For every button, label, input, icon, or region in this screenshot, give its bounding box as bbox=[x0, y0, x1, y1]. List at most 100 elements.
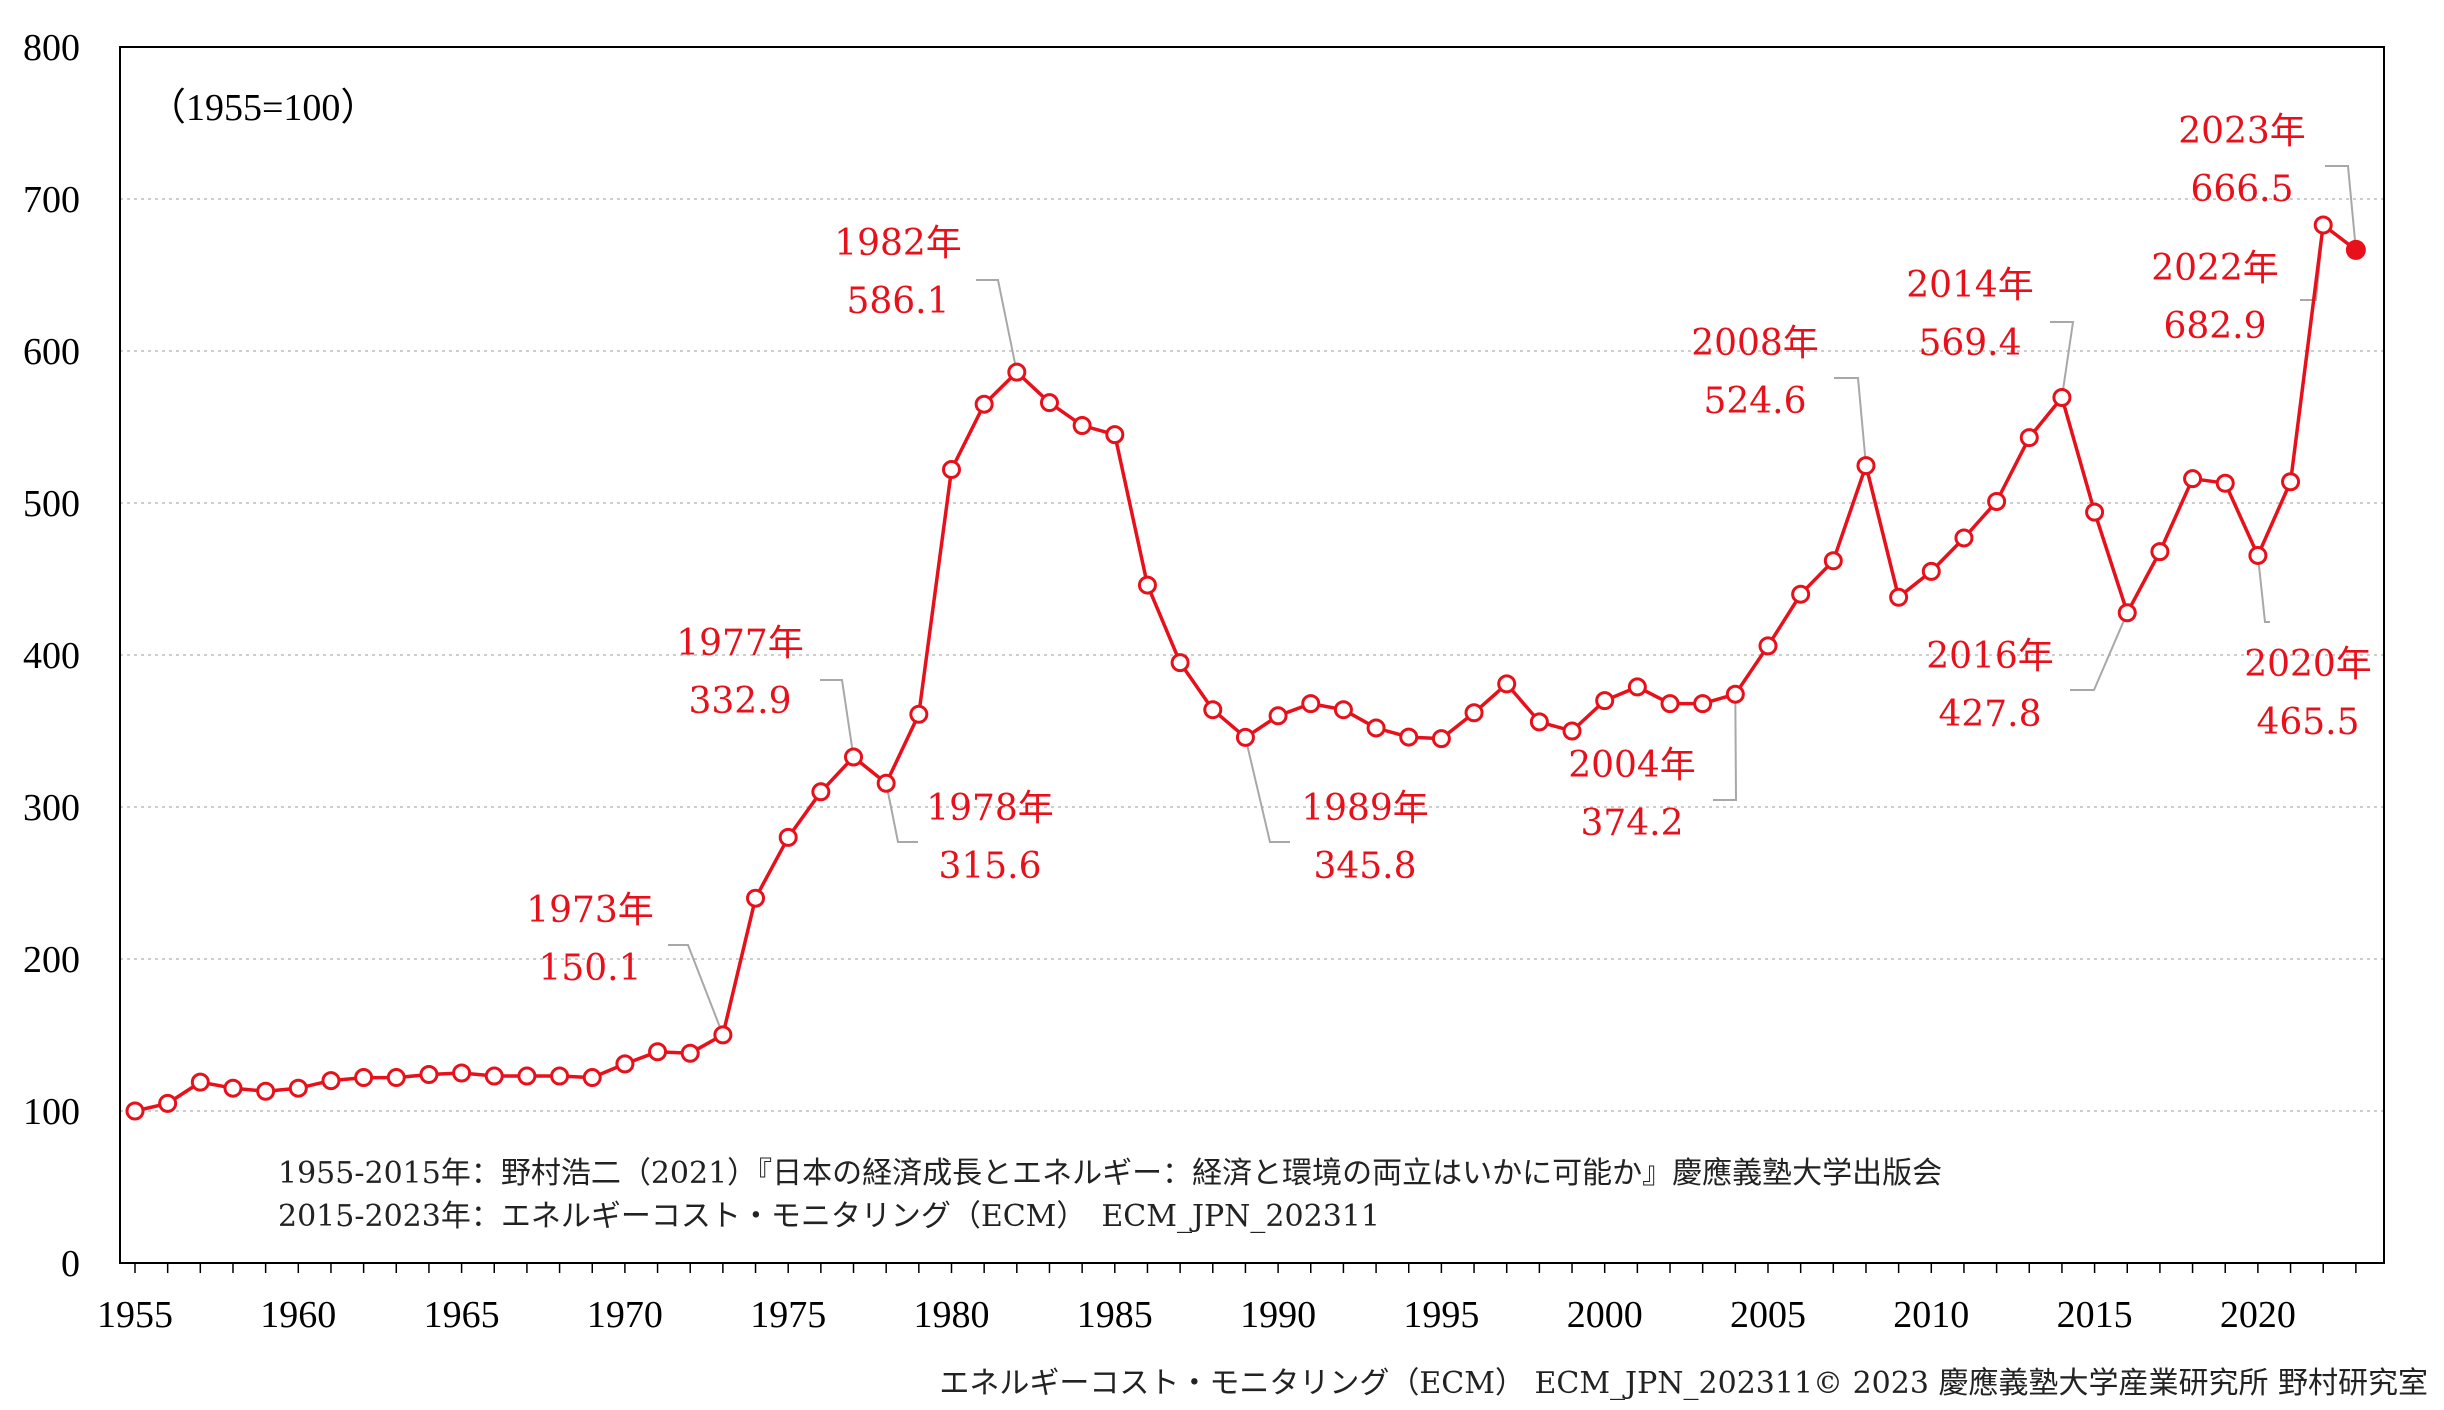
data-point bbox=[1203, 700, 1223, 720]
data-point bbox=[1170, 653, 1190, 673]
base-year-note: （1955=100） bbox=[148, 87, 378, 129]
data-point bbox=[1889, 587, 1909, 607]
data-point bbox=[582, 1068, 602, 1088]
y-tick-label: 400 bbox=[23, 635, 80, 677]
data-point bbox=[1627, 677, 1647, 697]
y-tick-label: 700 bbox=[23, 179, 80, 221]
data-point bbox=[909, 704, 929, 724]
data-point bbox=[386, 1068, 406, 1088]
data-point bbox=[615, 1054, 635, 1074]
data-point bbox=[1431, 729, 1451, 749]
annotation-value-label: 374.2 bbox=[1580, 803, 1683, 844]
data-point bbox=[484, 1066, 504, 1086]
x-tick-label: 2020 bbox=[2220, 1294, 2296, 1336]
y-tick-label: 0 bbox=[61, 1243, 80, 1285]
x-tick-label: 1960 bbox=[260, 1294, 336, 1336]
annotation-value-label: 150.1 bbox=[538, 948, 641, 989]
source-note-1: 1955-2015年：野村浩二（2021）『日本の経済成長とエネルギー：経済と環… bbox=[278, 1156, 1942, 1191]
data-point bbox=[2313, 215, 2333, 235]
data-point bbox=[452, 1063, 472, 1083]
data-point bbox=[680, 1043, 700, 1063]
x-axis-tick-labels: 1955 1960 1965 1970 1975 1980 1985 1990 1995 2000… bbox=[97, 1294, 2296, 1336]
data-point bbox=[190, 1072, 210, 1092]
data-point bbox=[1921, 561, 1941, 581]
data-point bbox=[811, 782, 831, 802]
data-point bbox=[1333, 700, 1353, 720]
data-point bbox=[517, 1066, 537, 1086]
data-point bbox=[2052, 388, 2072, 408]
source-note-2: 2015-2023年：エネルギーコスト・モニタリング（ECM） ECM_JPN_… bbox=[278, 1199, 1380, 1234]
annotation-value-label: 315.6 bbox=[938, 846, 1041, 887]
annotation-value-label: 427.8 bbox=[1938, 694, 2041, 735]
data-point bbox=[974, 394, 994, 414]
annotation-year-label: 1989年 bbox=[1301, 788, 1429, 829]
data-point bbox=[1399, 727, 1419, 747]
data-point bbox=[1137, 575, 1157, 595]
data-point bbox=[1301, 694, 1321, 714]
data-point bbox=[1105, 425, 1125, 445]
data-point bbox=[876, 773, 896, 793]
annotation-leader bbox=[2325, 165, 2357, 250]
annotation-value-label: 666.5 bbox=[2190, 169, 2293, 210]
annotation-value-label: 682.9 bbox=[2163, 306, 2266, 347]
data-point bbox=[1725, 684, 1745, 704]
data-point bbox=[2183, 469, 2203, 489]
data-point bbox=[223, 1078, 243, 1098]
data-point bbox=[354, 1068, 374, 1088]
data-point bbox=[550, 1066, 570, 1086]
copyright-credit: エネルギーコスト・モニタリング（ECM） ECM_JPN_202311© 202… bbox=[939, 1366, 2428, 1401]
data-point bbox=[1039, 393, 1059, 413]
axes bbox=[119, 46, 2385, 1273]
annotation-value-label: 345.8 bbox=[1313, 846, 1416, 887]
annotation-year-label: 2023年 bbox=[2178, 111, 2306, 152]
x-tick-label: 1980 bbox=[913, 1294, 989, 1336]
x-tick-label: 1955 bbox=[97, 1294, 173, 1336]
annotation-leader bbox=[2050, 321, 2075, 398]
x-tick-label: 1990 bbox=[1240, 1294, 1316, 1336]
annotation-leader bbox=[2070, 612, 2129, 691]
data-point bbox=[778, 827, 798, 847]
y-tick-label: 600 bbox=[23, 331, 80, 373]
data-point bbox=[321, 1071, 341, 1091]
annotation-year-label: 2020年 bbox=[2244, 644, 2372, 685]
y-axis-tick-labels: 0 100 200 300 400 500 600 700 800 bbox=[23, 27, 80, 1285]
data-point bbox=[158, 1093, 178, 1113]
annotation-leader bbox=[2256, 555, 2270, 623]
annotation-year-label: 2008年 bbox=[1691, 323, 1819, 364]
data-point bbox=[1823, 551, 1843, 571]
annotation-leader bbox=[976, 279, 1018, 373]
data-point bbox=[2281, 472, 2301, 492]
x-tick-label: 1985 bbox=[1077, 1294, 1153, 1336]
annotation-year-label: 1973年 bbox=[526, 890, 654, 931]
data-point bbox=[1562, 721, 1582, 741]
annotation-value-label: 586.1 bbox=[846, 281, 949, 322]
annotation-value-label: 569.4 bbox=[1918, 323, 2021, 364]
y-tick-label: 500 bbox=[23, 483, 80, 525]
x-tick-label: 1970 bbox=[587, 1294, 663, 1336]
annotation-leader bbox=[885, 783, 918, 843]
data-point bbox=[1072, 415, 1092, 435]
annotation-leader bbox=[1244, 737, 1290, 843]
data-point bbox=[2117, 603, 2137, 623]
annotation-year-label: 2016年 bbox=[1926, 636, 2054, 677]
data-point bbox=[1529, 712, 1549, 732]
plot-frame bbox=[119, 46, 2385, 1264]
data-point bbox=[1007, 362, 1027, 382]
annotations: 1973年 150.1 1977年 332.9 1978年 315.6 1982年 586.1… bbox=[526, 111, 2372, 989]
data-point bbox=[844, 747, 864, 767]
data-point bbox=[648, 1042, 668, 1062]
data-point bbox=[2150, 542, 2170, 562]
annotation-year-label: 2014年 bbox=[1906, 265, 2034, 306]
data-point bbox=[2085, 502, 2105, 522]
annotation-leader bbox=[820, 679, 855, 758]
data-point bbox=[125, 1101, 145, 1121]
annotation-value-label: 524.6 bbox=[1703, 381, 1806, 422]
x-tick-label: 2015 bbox=[2057, 1294, 2133, 1336]
data-point bbox=[746, 888, 766, 908]
x-tick-label: 1975 bbox=[750, 1294, 826, 1336]
data-point bbox=[1693, 694, 1713, 714]
data-markers bbox=[125, 215, 2366, 1121]
annotation-year-label: 1977年 bbox=[676, 623, 804, 664]
data-point bbox=[1497, 674, 1517, 694]
